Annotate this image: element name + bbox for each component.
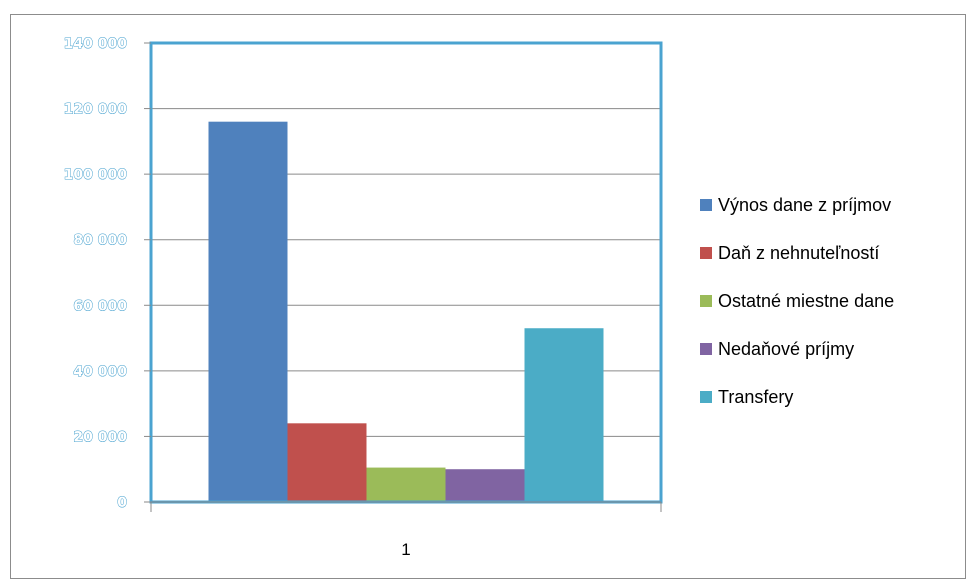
y-tick-label: 60 000 [73,298,127,314]
legend-swatch [700,199,712,211]
x-axis-tick-labels: 1 [401,540,410,559]
legend-swatch [700,343,712,355]
legend-swatch [700,391,712,403]
x-tick-label: 1 [401,540,410,559]
y-axis-tick-labels: 0 20 000 40 000 60 000 80 000 100 000 120 000 1… [63,36,128,512]
bar [366,467,446,502]
legend-swatch [700,295,712,307]
legend: Výnos dane z príjmov Daň z nehnuteľností O… [700,195,894,407]
y-tick-label: 0 [117,495,127,511]
legend-swatch [700,247,712,259]
y-tick-label: 120 000 [64,102,128,118]
legend-entry: Výnos dane z príjmov [718,195,891,215]
legend-entry: Transfery [718,387,793,407]
legend-entry: Ostatné miestne dane [718,291,894,311]
bars [208,121,604,502]
axes [144,42,662,512]
legend-entry: Nedaňové príjmy [718,339,854,359]
bar [208,121,288,502]
y-tick-label: 80 000 [73,233,127,249]
y-tick-label: 140 000 [64,36,128,52]
legend-entry: Daň z nehnuteľností [718,243,879,263]
bar [524,328,604,502]
y-tick-label: 100 000 [64,167,128,183]
bar [445,469,525,502]
y-tick-label: 40 000 [73,364,127,380]
bar [287,423,367,502]
y-tick-label: 20 000 [73,429,127,445]
